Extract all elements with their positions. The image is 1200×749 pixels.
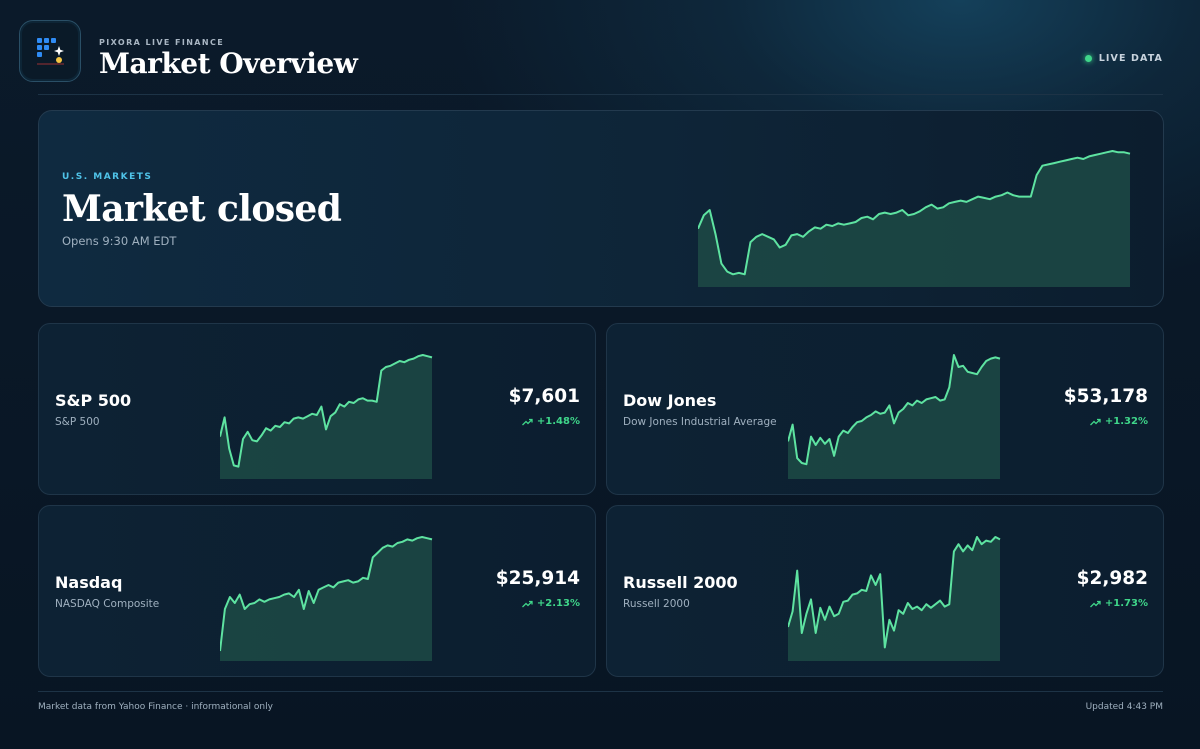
index-sparkline [220,536,433,661]
trend-up-icon [1089,418,1101,425]
last-updated: Updated 4:43 PM [1085,702,1163,712]
live-status-dot-icon [1084,55,1092,62]
index-change: +1.73% [1089,598,1148,609]
index-full-name: S&P 500 [55,416,100,428]
index-sparkline [788,354,1001,479]
index-change-value: +2.13% [536,598,580,609]
index-sparkline [788,536,1001,661]
sparkline-area [698,151,1130,287]
index-name: S&P 500 [55,391,132,410]
index-price: $2,982 [1076,568,1148,589]
index-name: Nasdaq [55,573,123,592]
data-source-note: Market data from Yahoo Finance · informa… [38,702,273,712]
sparkline-line [220,354,433,468]
trend-up-icon [521,418,533,425]
sparkline-line [698,150,1131,276]
live-data-label: LIVE DATA [1098,53,1163,64]
trend-up-icon [1089,600,1101,607]
header-divider [38,94,1163,95]
hero-kicker: U.S. MARKETS [62,172,153,182]
index-full-name: NASDAQ Composite [55,598,160,610]
index-change-value: +1.48% [536,416,580,427]
index-change: +2.13% [521,598,580,609]
live-data-indicator: LIVE DATA [1084,53,1163,64]
index-full-name: Russell 2000 [623,598,690,610]
sparkline-line [220,536,433,652]
index-sparkline [220,354,433,479]
index-change: +1.48% [521,416,580,427]
sparkline-line [788,354,1001,466]
index-change: +1.32% [1089,416,1148,427]
market-status-title: Market closed [62,188,342,230]
index-price: $25,914 [495,568,580,589]
sparkline-area [788,537,1000,661]
market-status-panel: U.S. MARKETS Market closed Opens 9:30 AM… [38,110,1164,307]
index-card-russell-2000[interactable]: Russell 2000 Russell 2000 $2,982 +1.73% [606,505,1164,677]
footer-divider [38,691,1163,692]
app-logo [19,20,81,82]
index-price: $53,178 [1063,386,1148,407]
logo-grid-icon [37,38,64,65]
index-card-sp500[interactable]: S&P 500 S&P 500 $7,601 +1.48% [38,323,596,495]
index-change-value: +1.73% [1104,598,1148,609]
trend-up-icon [521,600,533,607]
brand-label: PIXORA LIVE FINANCE [99,38,225,47]
page-title: Market Overview [99,47,358,80]
index-change-value: +1.32% [1104,416,1148,427]
index-card-nasdaq[interactable]: Nasdaq NASDAQ Composite $25,914 +2.13% [38,505,596,677]
hero-sparkline [698,150,1131,287]
market-open-time: Opens 9:30 AM EDT [62,234,177,248]
index-price: $7,601 [508,386,580,407]
sparkline-line [788,536,1001,649]
index-name: Dow Jones [623,391,717,410]
sparkline-area [220,355,432,479]
index-full-name: Dow Jones Industrial Average [623,416,777,428]
index-name: Russell 2000 [623,573,738,592]
index-card-dow-jones[interactable]: Dow Jones Dow Jones Industrial Average $… [606,323,1164,495]
sparkline-area [220,537,432,661]
sparkline-area [788,355,1000,479]
